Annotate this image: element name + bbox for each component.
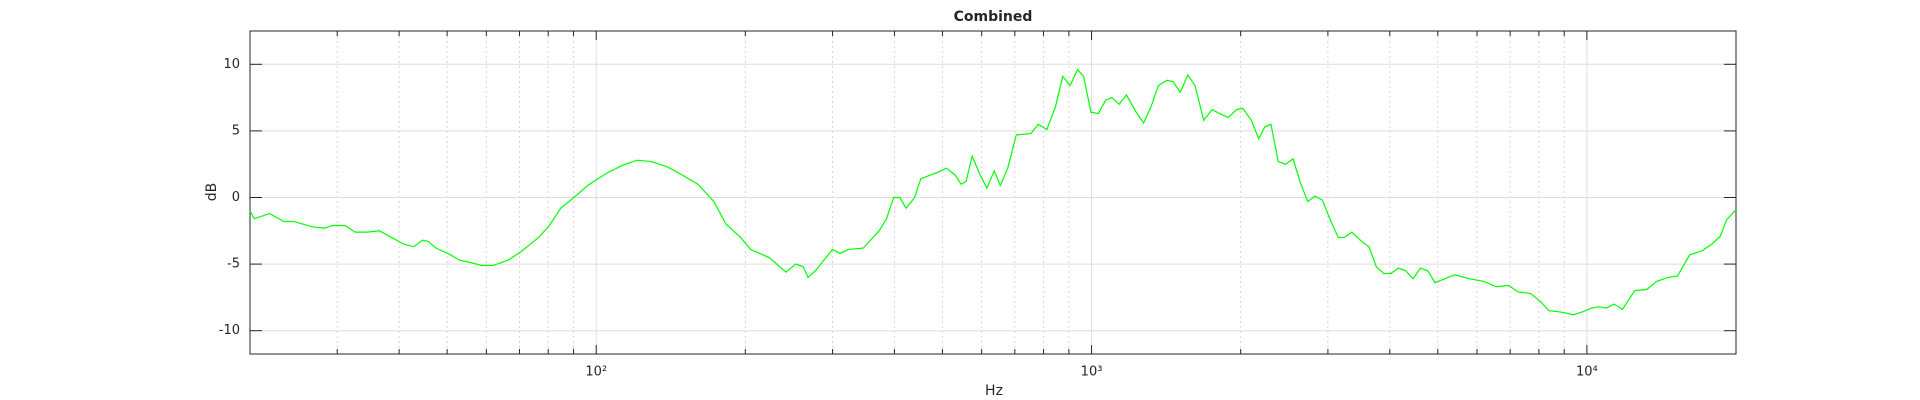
y-tick-label: 5 xyxy=(232,123,240,138)
x-axis-label: Hz xyxy=(985,383,1003,399)
y-tick-label: -10 xyxy=(219,323,240,338)
y-tick-label: -5 xyxy=(227,257,240,272)
x-tick-label: 10² xyxy=(585,365,607,380)
x-tick-label: 10³ xyxy=(1081,365,1103,380)
chart-title: Combined xyxy=(954,9,1033,25)
y-tick-label: 0 xyxy=(232,190,240,205)
line-series xyxy=(249,68,1737,316)
y-axis-label: dB xyxy=(204,183,220,202)
x-tick-label: 10⁴ xyxy=(1576,365,1598,380)
y-tick-label: 10 xyxy=(223,57,240,72)
plot-frame xyxy=(249,30,1737,355)
